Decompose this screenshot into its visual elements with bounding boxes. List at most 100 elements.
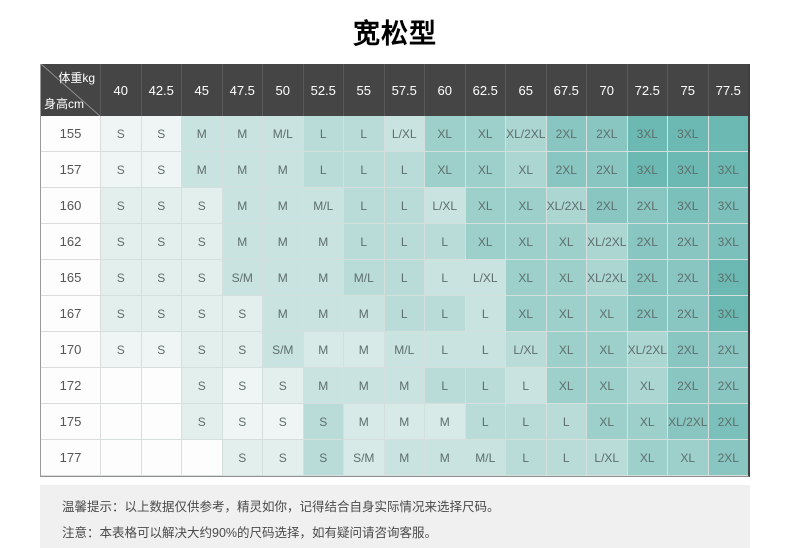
- size-cell: XL: [425, 152, 466, 188]
- table-row: 170 S S S S S/M M M M/L L L L/XL XL XL XL/2XL 2XL 2XL: [41, 332, 748, 368]
- height-label-cell: 170: [41, 332, 101, 368]
- corner-label-weight: 体重kg: [58, 71, 95, 85]
- weight-header-cell: 47.5: [223, 64, 263, 116]
- size-cell: S: [182, 296, 223, 332]
- size-cell: XL: [546, 368, 587, 404]
- size-cell: L: [546, 440, 587, 476]
- size-cell: M: [222, 188, 263, 224]
- size-cell: S: [101, 116, 142, 152]
- size-cell: M: [344, 332, 385, 368]
- height-label-cell: 157: [41, 152, 101, 188]
- size-cell: M: [344, 296, 385, 332]
- size-cell: L: [465, 368, 506, 404]
- size-cell: 2XL: [627, 224, 668, 260]
- size-cell: S: [182, 368, 223, 404]
- table-row: 157 S S M M M L L L XL XL XL 2XL 2XL 3XL 3XL 3XL: [41, 152, 748, 188]
- weight-header-cell: 42.5: [142, 64, 182, 116]
- size-cell: S: [303, 404, 344, 440]
- size-cell: M/L: [263, 116, 304, 152]
- size-cell: [141, 368, 182, 404]
- size-cell: XL: [627, 440, 668, 476]
- size-cell: L: [344, 116, 385, 152]
- height-label-cell: 167: [41, 296, 101, 332]
- size-cell: M: [303, 368, 344, 404]
- size-cell: XL: [546, 296, 587, 332]
- size-cell: S/M: [263, 332, 304, 368]
- size-cell: S: [182, 332, 223, 368]
- size-cell: M: [182, 116, 223, 152]
- size-cell: XL: [506, 152, 547, 188]
- size-cell: XL: [587, 332, 628, 368]
- size-cell: L: [384, 188, 425, 224]
- diagonal-divider-icon: [41, 64, 100, 116]
- size-cell: M: [263, 152, 304, 188]
- size-cell: L/XL: [506, 332, 547, 368]
- size-cell: M: [263, 224, 304, 260]
- size-cell: XL/2XL: [668, 404, 709, 440]
- size-cell: XL: [668, 440, 709, 476]
- size-cell: L: [506, 368, 547, 404]
- size-cell: XL/2XL: [546, 188, 587, 224]
- size-cell: XL: [465, 188, 506, 224]
- weight-header-cell: 50: [263, 64, 304, 116]
- size-cell: S: [182, 260, 223, 296]
- size-cell: M: [425, 440, 466, 476]
- size-cell: L: [425, 296, 466, 332]
- size-cell: L: [303, 152, 344, 188]
- height-label-cell: 172: [41, 368, 101, 404]
- page-title: 宽松型: [353, 19, 437, 49]
- size-cell: XL: [587, 296, 628, 332]
- size-cell: S: [101, 332, 142, 368]
- size-cell: L: [546, 404, 587, 440]
- size-cell: 2XL: [708, 368, 748, 404]
- size-cell: L: [425, 260, 466, 296]
- size-cell: 3XL: [627, 116, 668, 152]
- weight-header-cell: 72.5: [628, 64, 668, 116]
- size-cell: L: [384, 152, 425, 188]
- size-cell: L: [506, 404, 547, 440]
- size-cell: S: [141, 116, 182, 152]
- size-cell: S: [222, 368, 263, 404]
- size-cell: L/XL: [425, 188, 466, 224]
- size-cell: XL: [546, 224, 587, 260]
- size-cell: XL: [506, 224, 547, 260]
- size-cell: M: [222, 116, 263, 152]
- size-cell: 3XL: [668, 116, 709, 152]
- table-row: 177 S S S S/M M M M/L L L L/XL XL XL 2XL: [41, 440, 748, 476]
- size-cell: XL/2XL: [506, 116, 547, 152]
- footer-notice-line: 注意：本表格可以解决大约90%的尺码选择，如有疑问请咨询客服。: [62, 526, 438, 540]
- size-cell: S: [101, 296, 142, 332]
- size-cell: L: [384, 260, 425, 296]
- size-cell: L: [465, 404, 506, 440]
- size-cell: S: [101, 260, 142, 296]
- size-cell: 3XL: [668, 152, 709, 188]
- size-cell: 2XL: [668, 296, 709, 332]
- height-label-cell: 162: [41, 224, 101, 260]
- size-cell: 3XL: [708, 152, 748, 188]
- weight-header-cell: 65: [506, 64, 547, 116]
- height-label-cell: 165: [41, 260, 101, 296]
- size-cell: 2XL: [668, 224, 709, 260]
- corner-label-height: 身高cm: [44, 97, 84, 111]
- size-cell: 2XL: [708, 332, 748, 368]
- size-cell: M: [303, 224, 344, 260]
- weight-header-cell: 40: [101, 64, 142, 116]
- size-cell: 2XL: [668, 368, 709, 404]
- size-cell: [182, 440, 223, 476]
- size-cell: S: [263, 368, 304, 404]
- size-cell: 2XL: [627, 260, 668, 296]
- size-cell: XL: [506, 260, 547, 296]
- size-cell: M: [344, 404, 385, 440]
- size-cell: L/XL: [465, 260, 506, 296]
- height-label-cell: 155: [41, 116, 101, 152]
- footer-tip-line: 温馨提示：以上数据仅供参考，精灵如你，记得结合自身实际情况来选择尺码。: [62, 500, 500, 514]
- size-cell: S: [141, 188, 182, 224]
- size-cell: XL: [506, 296, 547, 332]
- size-cell: S: [141, 296, 182, 332]
- size-cell: 3XL: [708, 296, 748, 332]
- footer-note: 温馨提示：以上数据仅供参考，精灵如你，记得结合自身实际情况来选择尺码。 注意：本…: [40, 485, 750, 548]
- size-cell: L/XL: [384, 116, 425, 152]
- size-cell: 2XL: [708, 440, 748, 476]
- size-cell: L: [303, 116, 344, 152]
